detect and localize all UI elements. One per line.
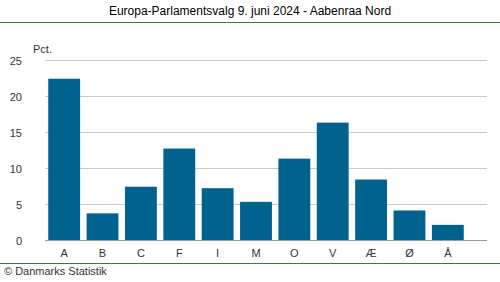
chart: Europa-Parlamentsvalg 9. juni 2024 - Aab… (0, 0, 500, 282)
bar (317, 123, 349, 240)
x-tick-label: Å (444, 247, 452, 259)
x-tick-label: B (99, 247, 106, 259)
bar (355, 180, 387, 240)
x-tick-label: I (216, 247, 219, 259)
x-tick-label: O (290, 247, 299, 259)
y-tick-label: 15 (10, 127, 22, 139)
y-tick-label: 10 (10, 163, 22, 175)
bar (202, 188, 234, 240)
y-tick-label: 25 (10, 55, 22, 67)
grid-line (45, 60, 487, 61)
x-tick-label: A (61, 247, 69, 259)
bar (394, 210, 426, 240)
x-tick-label: C (137, 247, 145, 259)
title-rule (0, 22, 500, 23)
bars (48, 79, 463, 240)
bar (432, 225, 464, 240)
grid-line (45, 132, 487, 133)
source: © Danmarks Statistik (4, 265, 107, 277)
bar (48, 79, 80, 240)
x-tick-label: F (176, 247, 183, 259)
x-tick-label: V (329, 247, 337, 259)
x-tick-label: Æ (366, 247, 377, 259)
grid-line (45, 96, 487, 97)
y-tick-label: 5 (16, 199, 22, 211)
bar (163, 149, 195, 240)
y-label: Pct. (33, 43, 52, 55)
x-tick-label: M (251, 247, 260, 259)
bar (278, 159, 310, 240)
bar (87, 213, 119, 240)
title: Europa-Parlamentsvalg 9. juni 2024 - Aab… (109, 4, 391, 18)
y-tick-label: 0 (16, 235, 22, 247)
bar (240, 202, 272, 240)
grid-line (45, 168, 487, 169)
bar (125, 187, 157, 240)
grid-line (45, 240, 487, 241)
y-tick-label: 20 (10, 91, 22, 103)
x-tick-label: Ø (405, 247, 414, 259)
footer-rule (0, 263, 500, 264)
